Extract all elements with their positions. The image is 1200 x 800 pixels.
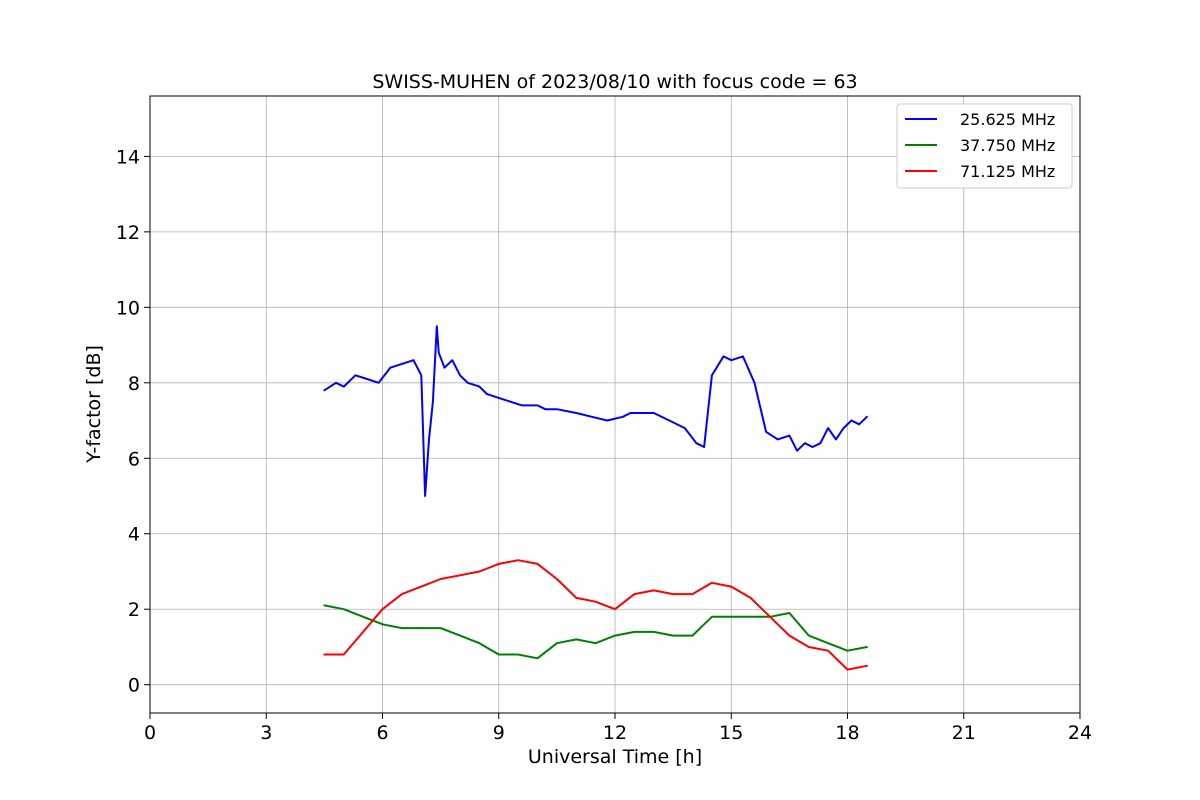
x-tick-label: 0 xyxy=(144,722,156,744)
x-tick-label: 12 xyxy=(603,722,627,744)
y-tick-label: 6 xyxy=(128,448,140,470)
x-tick-label: 18 xyxy=(835,722,859,744)
x-tick-label: 21 xyxy=(952,722,976,744)
y-tick-label: 14 xyxy=(116,146,140,168)
x-tick-label: 24 xyxy=(1068,722,1092,744)
legend-label: 37.750 MHz xyxy=(960,136,1055,155)
y-tick-label: 10 xyxy=(116,297,140,319)
y-tick-label: 4 xyxy=(128,524,140,546)
legend: 25.625 MHz 37.750 MHz 71.125 MHz xyxy=(896,103,1073,189)
series-layer xyxy=(323,325,868,671)
x-tick-label: 9 xyxy=(493,722,505,744)
x-axis-ticks: 0 3 6 9 12 15 18 21 24 xyxy=(144,713,1092,744)
series-line-2 xyxy=(323,604,868,660)
y-tick-label: 12 xyxy=(116,222,140,244)
y-axis-ticks: 0 2 4 6 8 10 12 14 xyxy=(116,146,150,697)
legend-label: 25.625 MHz xyxy=(960,110,1055,129)
series-line-1 xyxy=(323,325,868,497)
x-tick-label: 3 xyxy=(260,722,272,744)
y-tick-label: 8 xyxy=(128,373,140,395)
legend-box xyxy=(896,103,1073,189)
y-tick-label: 0 xyxy=(128,675,140,697)
series-line-3 xyxy=(323,559,868,671)
legend-label: 71.125 MHz xyxy=(960,162,1055,181)
x-axis-label: Universal Time [h] xyxy=(528,746,702,768)
y-tick-label: 2 xyxy=(128,599,140,621)
x-tick-label: 6 xyxy=(376,722,388,744)
x-tick-label: 15 xyxy=(719,722,743,744)
y-axis-label: Y-factor [dB] xyxy=(83,345,105,464)
chart-title: SWISS-MUHEN of 2023/08/10 with focus cod… xyxy=(372,71,857,93)
